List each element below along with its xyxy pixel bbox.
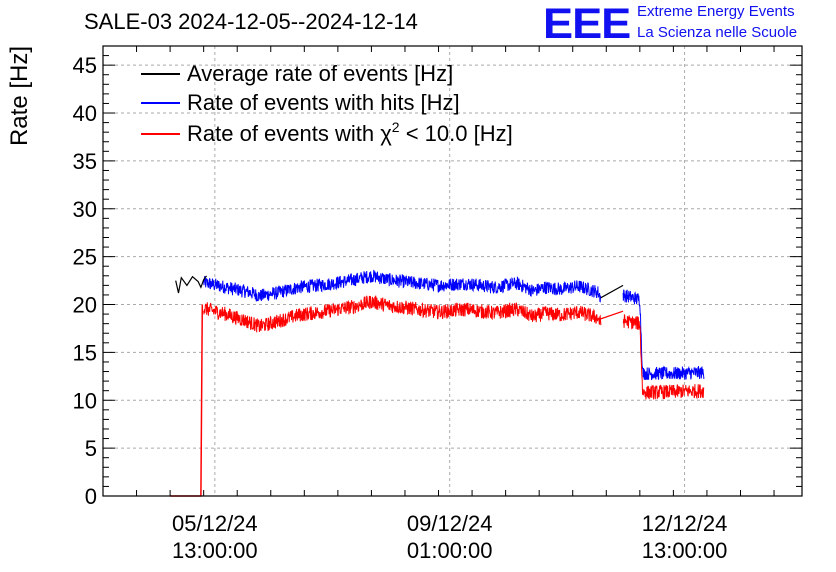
y-axis-label: Rate [Hz] <box>6 46 33 146</box>
series-chi2-line <box>203 295 705 400</box>
series-gap-connector <box>600 310 624 320</box>
y-tick-label: 5 <box>85 436 97 461</box>
chart-title: SALE-03 2024-12-05--2024-12-14 <box>84 9 418 34</box>
legend-label-chi2: Rate of events with χ2 < 10.0 [Hz] <box>187 119 513 146</box>
y-tick-label: 35 <box>73 149 97 174</box>
series-hits-line <box>203 269 705 381</box>
legend: Average rate of events [Hz] Rate of event… <box>141 61 513 146</box>
grid-lines <box>103 46 802 496</box>
y-tick-label: 10 <box>73 388 97 413</box>
y-tick-label: 20 <box>73 293 97 318</box>
y-tick-label: 30 <box>73 197 97 222</box>
y-tick-label: 25 <box>73 245 97 270</box>
series-average-line <box>175 275 207 294</box>
x-tick-label-time: 13:00:00 <box>642 538 728 563</box>
eee-logo: EEE <box>543 0 631 48</box>
y-tick-label: 40 <box>73 101 97 126</box>
plot-frame <box>102 45 803 497</box>
logo-caption-line1: Extreme Energy Events <box>637 3 795 20</box>
x-tick-label-date: 12/12/24 <box>642 511 728 536</box>
y-axis: 0 5 10 15 20 25 30 35 40 45 Rate [Hz] <box>6 46 802 509</box>
y-tick-label: 45 <box>73 53 97 78</box>
x-tick-label-date: 05/12/24 <box>172 511 258 536</box>
series-chi2-rise <box>170 304 204 497</box>
y-tick-label: 15 <box>73 340 97 365</box>
legend-label-hits: Rate of events with hits [Hz] <box>187 90 460 115</box>
y-tick-label: 0 <box>85 484 97 509</box>
logo-caption-line2: La Scienza nelle Scuole <box>637 24 798 41</box>
x-tick-label-date: 09/12/24 <box>407 511 493 536</box>
x-axis: 05/12/2413:00:0009/12/2401:00:0012/12/24… <box>102 46 775 563</box>
legend-label-average: Average rate of events [Hz] <box>187 61 453 86</box>
x-tick-label-time: 01:00:00 <box>407 538 493 563</box>
series-gap-connector <box>600 284 624 299</box>
x-tick-label-time: 13:00:00 <box>172 538 258 563</box>
